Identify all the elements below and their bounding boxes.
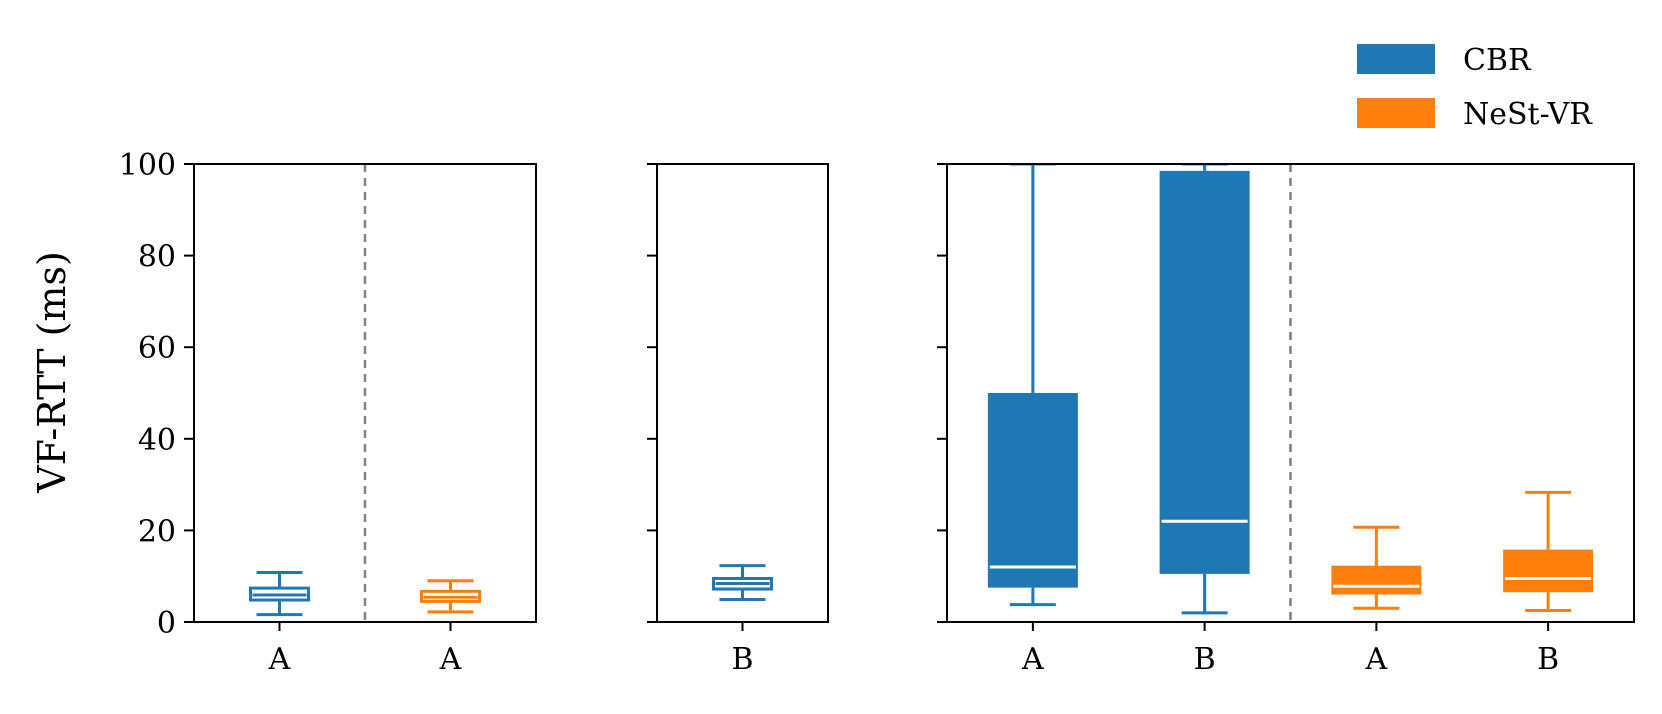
panel-3-content xyxy=(987,164,1594,622)
legend-swatch xyxy=(1357,44,1435,74)
iqr-box xyxy=(420,589,481,603)
box-nest-vr-b xyxy=(1503,490,1594,613)
iqr-box xyxy=(712,576,773,591)
legend-swatch xyxy=(1357,98,1435,128)
x-tick-label: A xyxy=(1365,642,1388,677)
x-tick-label: A xyxy=(439,642,462,677)
y-tick-label: 40 xyxy=(138,423,176,458)
box-nest-vr-a xyxy=(1331,525,1422,610)
x-tick-label: B xyxy=(1537,642,1559,677)
box-cbr-b xyxy=(712,564,773,602)
y-tick-label: 100 xyxy=(119,148,176,183)
x-tick-label: A xyxy=(268,642,291,677)
iqr-box xyxy=(1503,549,1594,593)
box-cbr-b xyxy=(1159,164,1250,615)
x-tick-label: A xyxy=(1021,642,1044,677)
y-tick-label: 60 xyxy=(138,331,176,366)
y-tick-label: 0 xyxy=(157,606,176,641)
panel-2: B xyxy=(647,163,829,677)
panel-2-content xyxy=(712,564,773,602)
panel-1-content xyxy=(249,164,481,622)
x-tick-label: B xyxy=(1194,642,1216,677)
legend: CBR NeSt-VR xyxy=(1357,43,1593,132)
iqr-box xyxy=(1159,170,1250,574)
legend-item-cbr: CBR xyxy=(1357,43,1532,78)
legend-item-nest-vr: NeSt-VR xyxy=(1357,97,1593,132)
y-tick-label: 80 xyxy=(138,240,176,275)
box-cbr-a xyxy=(987,164,1078,607)
panel-frame xyxy=(946,163,1635,623)
iqr-box xyxy=(987,393,1078,588)
x-tick-label: B xyxy=(731,642,753,677)
y-axis-label: VF-RTT (ms) xyxy=(30,251,74,494)
panels: A A 0 20 40 60 80 100 B A B A B xyxy=(119,148,1635,677)
iqr-box xyxy=(249,586,310,602)
panel-frame xyxy=(656,163,829,623)
legend-label: CBR xyxy=(1463,43,1532,78)
box-cbr-a xyxy=(249,571,310,617)
legend-label: NeSt-VR xyxy=(1463,97,1593,132)
box-nest-vr-a xyxy=(420,579,481,614)
panel-frame xyxy=(193,163,537,623)
y-tick-label: 20 xyxy=(138,514,176,549)
panel-1: A A 0 20 40 60 80 100 xyxy=(119,148,537,677)
iqr-box xyxy=(1331,565,1422,595)
